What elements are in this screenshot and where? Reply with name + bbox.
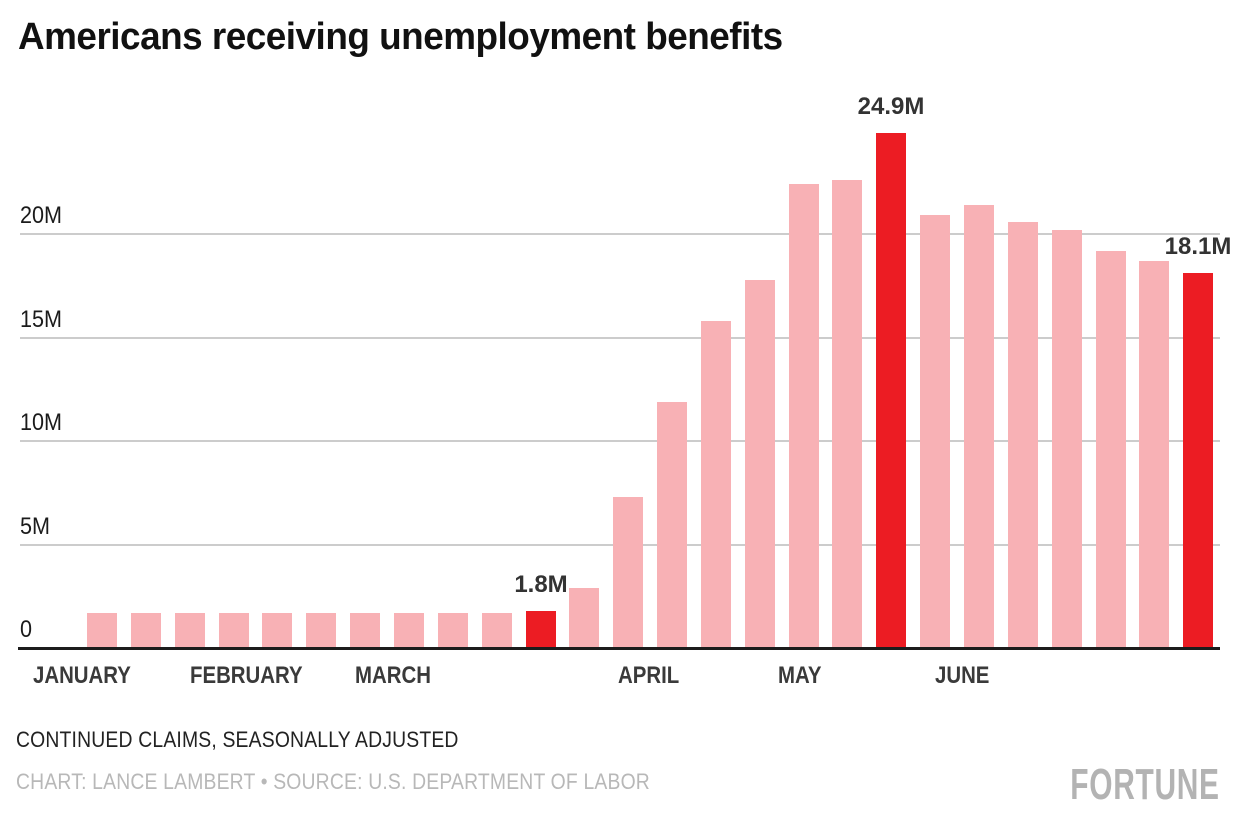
bar-week-24: [1096, 251, 1126, 648]
bar-week-19-highlighted: [876, 133, 906, 648]
gridline-15M: [20, 337, 1220, 339]
bar-week-21: [964, 205, 994, 648]
bar-week-14: [657, 402, 687, 648]
bar-week-8: [394, 613, 424, 648]
bar-week-12: [569, 588, 599, 648]
bar-week-16: [745, 280, 775, 648]
value-label-18.1m: 18.1M: [1164, 233, 1232, 260]
bar-week-17: [789, 184, 819, 648]
bar-week-20: [920, 215, 950, 648]
y-axis-tick-label-5M: 5M: [20, 513, 51, 540]
y-axis-tick-label-10M: 10M: [20, 409, 63, 436]
value-label-1.8m: 1.8M: [514, 571, 568, 598]
chart-credit: CHART: LANCE LAMBERT • SOURCE: U.S. DEPA…: [16, 769, 650, 794]
bar-week-4: [219, 613, 249, 648]
bar-week-22: [1008, 222, 1038, 648]
bar-week-26-highlighted: [1183, 273, 1213, 648]
bar-week-25: [1139, 261, 1169, 648]
bar-week-9: [438, 613, 468, 648]
y-axis-tick-label-20M: 20M: [20, 202, 63, 229]
gridline-10M: [20, 440, 1220, 442]
chart-title: Americans receiving unemployment benefit…: [18, 16, 783, 58]
bar-week-2: [131, 613, 161, 648]
bar-week-23: [1052, 230, 1082, 648]
bar-week-3: [175, 613, 205, 648]
bar-week-1: [87, 613, 117, 648]
bar-week-11-highlighted: [526, 611, 556, 648]
fortune-logo: FORTUNE: [1070, 760, 1220, 809]
bar-week-6: [306, 613, 336, 648]
x-axis-month-april: APRIL: [618, 662, 680, 689]
value-label-24.9m: 24.9M: [857, 93, 925, 120]
x-axis-month-june: JUNE: [935, 662, 990, 689]
x-axis-month-february: FEBRUARY: [190, 662, 303, 689]
bar-week-13: [613, 497, 643, 648]
x-axis-month-march: MARCH: [355, 662, 431, 689]
bar-week-18: [832, 180, 862, 648]
y-axis-tick-label-0: 0: [20, 616, 33, 643]
chart-subtitle: CONTINUED CLAIMS, SEASONALLY ADJUSTED: [16, 727, 459, 752]
bar-week-10: [482, 613, 512, 648]
gridline-20M: [20, 233, 1220, 235]
y-axis-tick-label-15M: 15M: [20, 306, 63, 333]
x-axis-month-may: MAY: [778, 662, 822, 689]
bar-week-5: [262, 613, 292, 648]
bar-week-7: [350, 613, 380, 648]
x-axis-baseline: [18, 647, 1220, 650]
bar-week-15: [701, 321, 731, 648]
x-axis-month-january: JANUARY: [33, 662, 131, 689]
